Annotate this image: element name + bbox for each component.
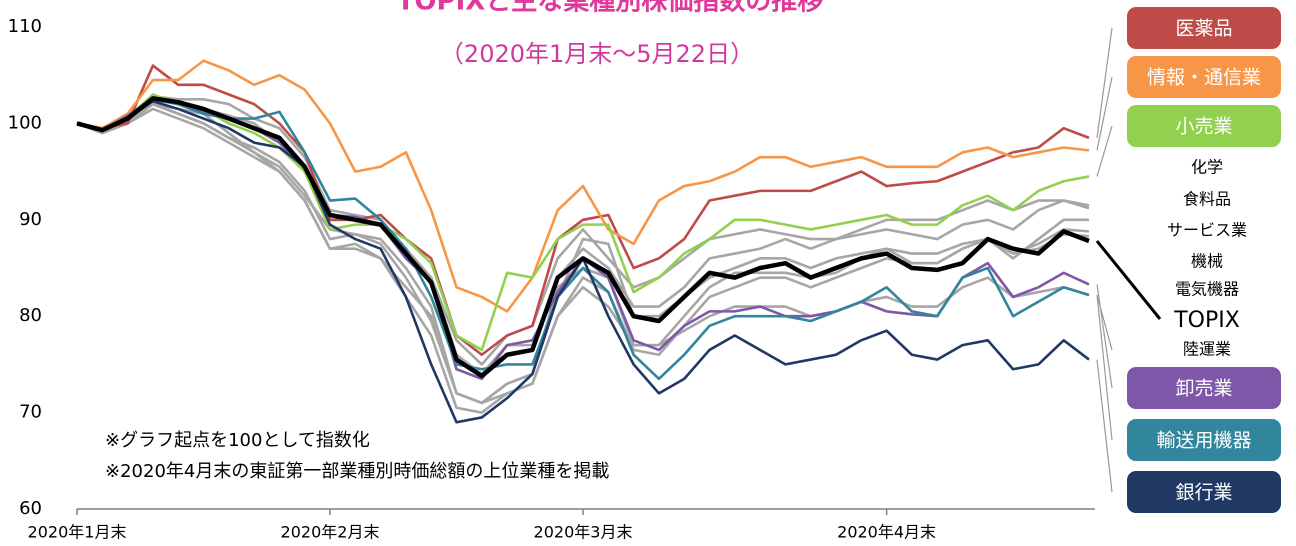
legend-label: 輸送用機器 <box>1156 430 1251 452</box>
series-line <box>76 98 1090 381</box>
legend-label: 情報・通信業 <box>1147 67 1261 89</box>
series-line <box>76 98 1090 376</box>
leader-line <box>1096 294 1113 441</box>
leader-line <box>1096 284 1113 389</box>
legend-box <box>1125 54 1283 100</box>
x-tick-label: 2020年1月末 <box>28 523 127 542</box>
chart-subtitle: （2020年1月末～5月22日） <box>440 40 754 68</box>
leader-line <box>1096 359 1113 493</box>
legend-label: 卸売業 <box>1175 378 1232 400</box>
series-line <box>76 59 1090 313</box>
legend-label: 陸運業 <box>1183 340 1231 359</box>
x-tick-label: 2020年4月末 <box>837 523 936 542</box>
series-line <box>76 64 1090 357</box>
series-line <box>76 96 1090 379</box>
leader-line <box>1096 76 1113 151</box>
legend-label: 小売業 <box>1175 116 1232 138</box>
chart-title: TOPIXと主な業種別株価指数の推移 <box>397 0 824 17</box>
legend-label: 銀行業 <box>1175 482 1232 504</box>
legend-box <box>1125 417 1283 463</box>
y-tick-label: 90 <box>19 209 42 230</box>
annotation: ※2020年4月末の東証第一部業種別時価総額の上位業種を掲載 <box>105 461 609 482</box>
x-tick-label: 2020年2月末 <box>281 523 380 542</box>
y-tick-label: 110 <box>8 16 42 37</box>
y-tick-label: 70 <box>19 402 42 423</box>
series-line <box>76 102 1090 405</box>
legend-label: 電気機器 <box>1175 280 1239 299</box>
legend-label: TOPIX <box>1173 308 1240 333</box>
legend-box <box>1125 365 1283 411</box>
legend-box <box>1125 5 1283 51</box>
legend-box <box>1125 469 1283 515</box>
legend-label: 食料品 <box>1183 190 1231 209</box>
y-tick-label: 100 <box>8 112 42 133</box>
y-tick-label: 60 <box>19 498 42 519</box>
leader-line <box>1096 27 1113 138</box>
legend-box <box>1125 103 1283 149</box>
series-line <box>76 95 1090 366</box>
annotation: ※グラフ起点を100として指数化 <box>105 430 370 451</box>
leader-line <box>1096 125 1113 177</box>
legend-label: 化学 <box>1191 158 1223 177</box>
y-tick-label: 80 <box>19 305 42 326</box>
legend-label: サービス業 <box>1167 221 1247 240</box>
x-tick-label: 2020年3月末 <box>534 523 633 542</box>
legend-label: 機械 <box>1191 252 1223 271</box>
series-line <box>76 93 1090 352</box>
legend-label: 医薬品 <box>1175 18 1232 40</box>
leader-line <box>1095 240 1162 320</box>
